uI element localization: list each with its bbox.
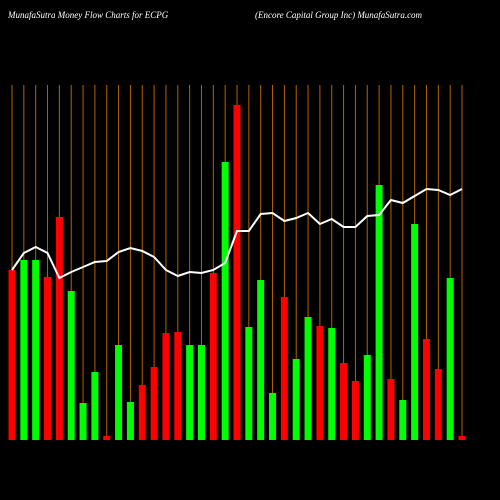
chart-title: MunafaSutra Money Flow Charts for ECPG bbox=[7, 10, 169, 20]
bar bbox=[221, 162, 229, 440]
bar bbox=[328, 328, 336, 440]
bar bbox=[269, 393, 277, 440]
bar bbox=[446, 278, 454, 440]
bar bbox=[32, 260, 40, 440]
bar bbox=[20, 260, 28, 440]
bar bbox=[458, 436, 466, 440]
bar bbox=[115, 345, 123, 440]
bar bbox=[245, 327, 253, 440]
bar bbox=[422, 339, 430, 440]
bar bbox=[375, 185, 383, 440]
bar bbox=[91, 372, 99, 440]
bar bbox=[44, 277, 52, 440]
bar bbox=[351, 381, 359, 440]
bar bbox=[103, 436, 111, 440]
bar bbox=[340, 363, 348, 440]
money-flow-line bbox=[11, 187, 463, 280]
bar bbox=[174, 332, 182, 440]
bar bbox=[79, 403, 87, 440]
bar bbox=[209, 273, 217, 440]
bar bbox=[197, 345, 205, 440]
bar bbox=[411, 224, 419, 440]
bar bbox=[257, 280, 265, 440]
bar bbox=[126, 402, 134, 440]
bar bbox=[363, 355, 371, 440]
bar bbox=[280, 297, 288, 440]
bar bbox=[67, 291, 75, 440]
chart-subtitle: (Encore Capital Group Inc) MunafaSutra.c… bbox=[255, 10, 423, 20]
bar bbox=[186, 345, 194, 440]
bar bbox=[292, 359, 300, 440]
bar bbox=[55, 217, 63, 440]
bar bbox=[399, 400, 407, 440]
bar bbox=[138, 385, 146, 440]
bar bbox=[387, 379, 395, 440]
bar bbox=[316, 326, 324, 440]
bar bbox=[304, 317, 312, 440]
bar bbox=[150, 367, 158, 440]
bar bbox=[233, 105, 241, 440]
bar bbox=[8, 270, 16, 440]
bar bbox=[162, 333, 170, 440]
bar bbox=[434, 369, 442, 440]
